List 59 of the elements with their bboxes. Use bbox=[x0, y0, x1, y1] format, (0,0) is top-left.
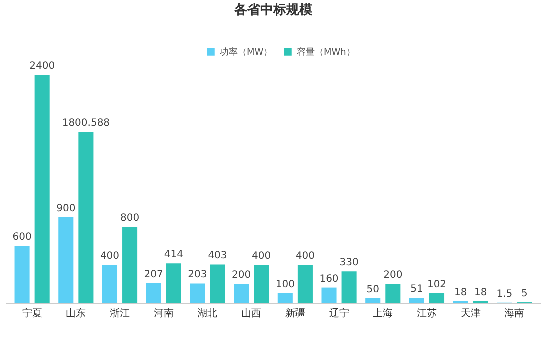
data-label: 18 bbox=[454, 287, 468, 298]
data-label: 400 bbox=[296, 251, 315, 262]
data-label: 5 bbox=[522, 288, 528, 300]
data-label: 102 bbox=[427, 279, 447, 290]
bar bbox=[409, 298, 424, 303]
data-label: 900 bbox=[56, 204, 76, 214]
data-label: 50 bbox=[366, 284, 380, 296]
bar bbox=[322, 288, 337, 303]
bar bbox=[78, 132, 94, 303]
legend-label: 容量（MWh） bbox=[297, 47, 356, 58]
x-tick-label: 湖北 bbox=[198, 308, 218, 320]
data-label: 18 bbox=[474, 287, 488, 298]
x-tick-label: 上海 bbox=[373, 308, 394, 320]
bar bbox=[58, 218, 74, 303]
data-label: 2400 bbox=[30, 61, 56, 72]
legend-label: 功率（MW） bbox=[220, 47, 273, 58]
data-label: 414 bbox=[164, 250, 184, 261]
bar bbox=[342, 272, 357, 303]
bar bbox=[166, 264, 182, 303]
x-tick-label: 海南 bbox=[504, 308, 525, 320]
x-tick-label: 浙江 bbox=[110, 308, 130, 320]
x-tick-label: 山西 bbox=[242, 308, 262, 320]
data-label: 403 bbox=[208, 250, 228, 262]
bar bbox=[14, 246, 30, 303]
data-label: 600 bbox=[12, 232, 32, 243]
bar bbox=[234, 284, 250, 303]
x-tick-label: 宁夏 bbox=[22, 308, 42, 320]
data-label: 203 bbox=[188, 270, 208, 281]
x-tick-label: 山东 bbox=[66, 308, 86, 320]
data-label: 800 bbox=[120, 213, 140, 224]
chart-title: 各省中标规模 bbox=[234, 3, 312, 18]
data-label: 330 bbox=[340, 258, 359, 269]
bar bbox=[366, 298, 381, 303]
x-tick-label: 天津 bbox=[460, 308, 481, 320]
x-tick-label: 河南 bbox=[154, 308, 174, 320]
data-label: 200 bbox=[232, 270, 252, 281]
bar bbox=[190, 284, 206, 303]
data-label: 207 bbox=[144, 269, 164, 280]
data-label: 160 bbox=[320, 274, 339, 285]
bar bbox=[298, 265, 313, 303]
data-label: 400 bbox=[100, 251, 120, 262]
bar bbox=[210, 264, 226, 303]
x-tick-label: 辽宁 bbox=[329, 308, 350, 320]
data-label: 1800.588 bbox=[62, 118, 110, 129]
bar bbox=[34, 75, 50, 303]
data-label: 51 bbox=[410, 284, 424, 296]
bar bbox=[429, 293, 445, 303]
data-label: 400 bbox=[252, 251, 272, 262]
bar bbox=[386, 284, 401, 303]
bar bbox=[278, 294, 293, 303]
x-tick-label: 新疆 bbox=[285, 308, 306, 320]
bar bbox=[102, 265, 118, 303]
data-label: 100 bbox=[276, 280, 295, 290]
x-tick-label: 江苏 bbox=[416, 308, 437, 320]
bar bbox=[254, 265, 270, 303]
data-label: 200 bbox=[384, 270, 403, 281]
bar bbox=[146, 283, 162, 303]
bar bbox=[122, 227, 138, 303]
data-label: 1.5 bbox=[496, 288, 513, 300]
